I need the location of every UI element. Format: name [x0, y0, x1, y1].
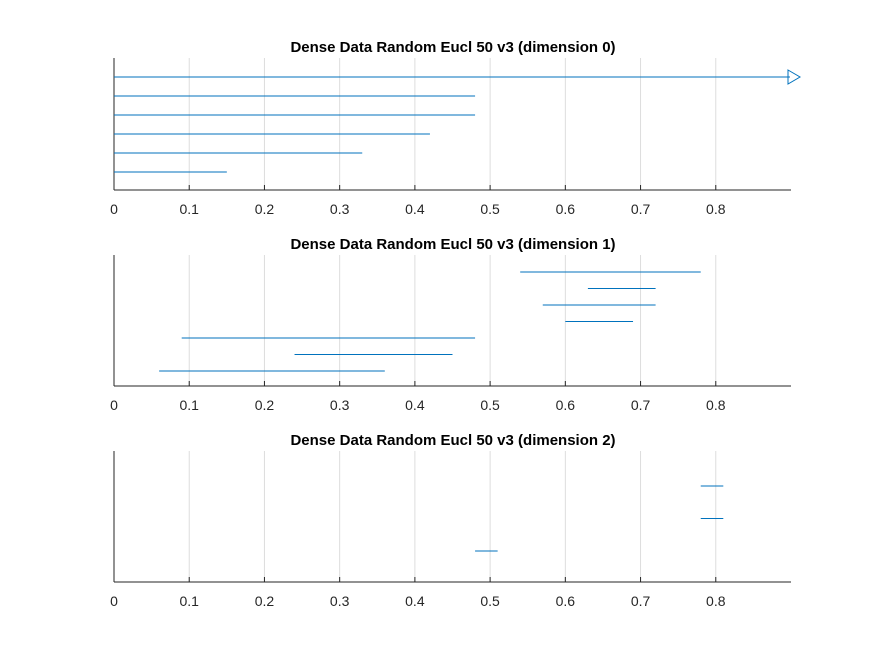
x-tick-label: 0.5 — [480, 201, 500, 217]
x-tick-label: 0.3 — [330, 397, 350, 413]
panel-title-dimension-1: Dense Data Random Eucl 50 v3 (dimension … — [290, 236, 615, 253]
x-tick-label: 0.2 — [255, 593, 275, 609]
x-tick-label: 0.8 — [706, 593, 726, 609]
x-tick-label: 0.6 — [556, 201, 576, 217]
x-tick-label: 0 — [110, 397, 118, 413]
x-tick-label: 0.2 — [255, 201, 275, 217]
x-tick-label: 0.4 — [405, 397, 425, 413]
x-tick-label: 0.8 — [706, 397, 726, 413]
x-tick-label: 0 — [110, 593, 118, 609]
x-tick-label: 0.3 — [330, 593, 350, 609]
x-tick-label: 0.4 — [405, 201, 425, 217]
panel-title-dimension-2: Dense Data Random Eucl 50 v3 (dimension … — [290, 432, 615, 449]
panel-title-dimension-0: Dense Data Random Eucl 50 v3 (dimension … — [290, 39, 615, 56]
barcode-panel-dimension-1: Dense Data Random Eucl 50 v3 (dimension … — [110, 236, 791, 413]
barcode-panel-dimension-2: Dense Data Random Eucl 50 v3 (dimension … — [110, 432, 791, 609]
x-tick-label: 0.4 — [405, 593, 425, 609]
x-tick-label: 0.1 — [179, 201, 199, 217]
x-tick-label: 0.6 — [556, 593, 576, 609]
x-tick-label: 0.5 — [480, 593, 500, 609]
x-tick-label: 0 — [110, 201, 118, 217]
x-tick-label: 0.1 — [179, 593, 199, 609]
x-tick-label: 0.7 — [631, 201, 651, 217]
x-tick-label: 0.1 — [179, 397, 199, 413]
x-tick-label: 0.7 — [631, 397, 651, 413]
x-tick-label: 0.2 — [255, 397, 275, 413]
x-tick-label: 0.6 — [556, 397, 576, 413]
x-tick-label: 0.5 — [480, 397, 500, 413]
barcode-panel-dimension-0: Dense Data Random Eucl 50 v3 (dimension … — [110, 39, 801, 217]
infinity-arrow-icon — [787, 69, 801, 85]
x-tick-label: 0.7 — [631, 593, 651, 609]
x-tick-label: 0.3 — [330, 201, 350, 217]
x-tick-label: 0.8 — [706, 201, 726, 217]
